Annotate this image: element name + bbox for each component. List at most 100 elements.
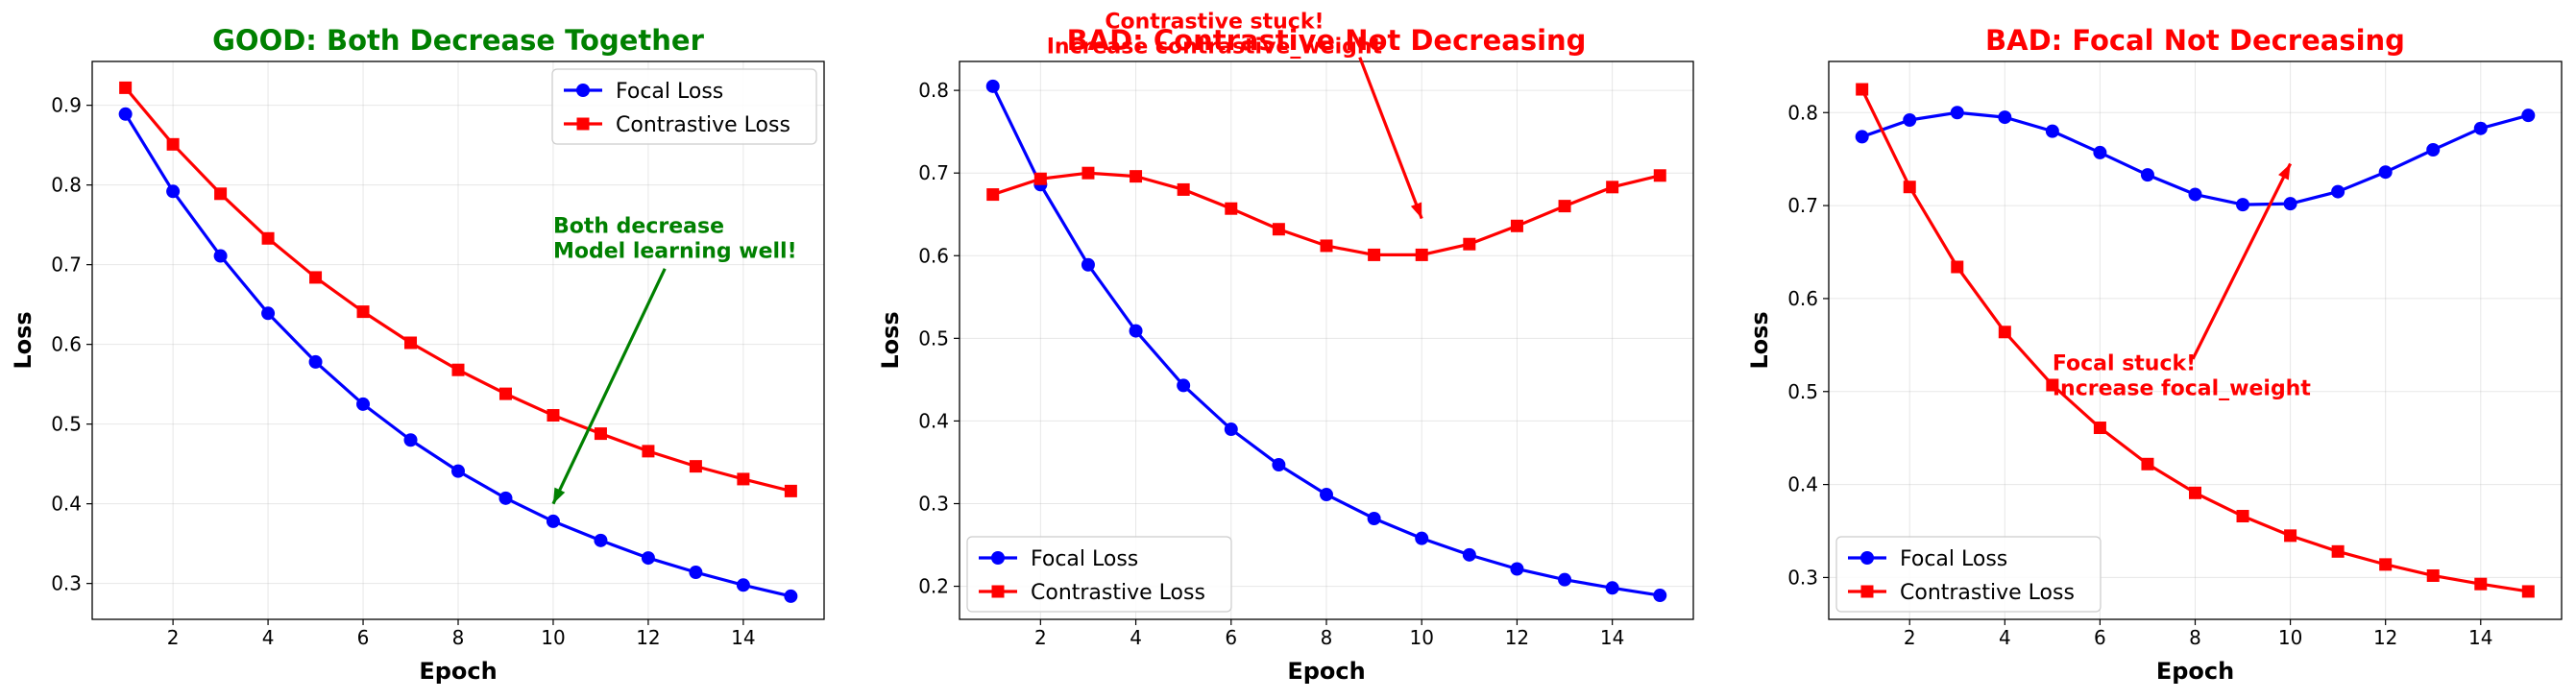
data-point-focal (1903, 113, 1917, 128)
data-point-focal (2236, 198, 2250, 212)
data-point-focal (1462, 547, 1476, 562)
data-point-contrastive (1177, 182, 1190, 196)
x-tick-label: 2 (1904, 626, 1916, 649)
y-tick-label: 0.6 (51, 333, 82, 356)
x-tick-label: 14 (2468, 626, 2492, 649)
data-point-focal (736, 578, 750, 592)
data-point-contrastive (1510, 219, 1523, 232)
data-point-contrastive (1856, 83, 1869, 96)
x-tick-label: 2 (167, 626, 180, 649)
data-point-focal (985, 79, 1000, 93)
data-point-focal (641, 551, 655, 566)
annotation-text: Both decrease (553, 214, 724, 238)
data-point-focal (2378, 165, 2393, 180)
legend-box (1835, 536, 2102, 613)
data-point-contrastive (737, 472, 750, 486)
x-tick-label: 6 (357, 626, 370, 649)
data-point-focal (2283, 197, 2297, 211)
data-point-contrastive (2426, 568, 2440, 582)
legend-box (966, 536, 1232, 613)
data-point-contrastive (1463, 237, 1476, 251)
x-axis-label: Epoch (419, 658, 497, 685)
annotation-text: Contrastive stuck! (1105, 11, 1324, 35)
x-tick-label: 6 (1225, 626, 1237, 649)
data-point-focal (546, 514, 560, 528)
chart-title: BAD: Contrastive Not Decreasing (1067, 24, 1587, 57)
data-point-focal (2331, 184, 2345, 199)
data-point-contrastive (261, 231, 275, 245)
x-tick-label: 10 (2278, 626, 2302, 649)
x-tick-label: 12 (2373, 626, 2397, 649)
x-tick-label: 10 (541, 626, 565, 649)
annotation-text: Model learning well! (553, 239, 797, 263)
chart-title: GOOD: Both Decrease Together (212, 24, 704, 57)
data-point-focal (2093, 145, 2107, 159)
y-tick-label: 0.8 (918, 79, 949, 102)
data-point-contrastive (1903, 181, 1916, 194)
data-point-contrastive (1225, 202, 1238, 215)
data-point-contrastive (404, 336, 418, 350)
x-tick-label: 4 (1999, 626, 2011, 649)
data-point-focal (2045, 124, 2059, 138)
y-tick-label: 0.6 (918, 244, 949, 267)
data-point-focal (498, 491, 513, 505)
plot-frame (959, 60, 1694, 620)
x-tick-label: 6 (2094, 626, 2106, 649)
data-point-focal (451, 464, 465, 478)
data-point-contrastive (784, 484, 797, 497)
legend-marker (1860, 585, 1874, 598)
x-tick-label: 8 (452, 626, 465, 649)
data-point-focal (403, 433, 418, 447)
data-point-contrastive (2093, 422, 2106, 435)
data-point-focal (213, 249, 228, 263)
y-axis-label: Loss (877, 311, 904, 369)
annotation-text: Focal stuck! (2053, 351, 2196, 375)
x-axis-label: Epoch (1287, 658, 1365, 685)
chart-title: BAD: Focal Not Decreasing (1985, 24, 2405, 57)
legend-label: Focal Loss (616, 80, 723, 104)
y-tick-label: 0.4 (51, 493, 82, 516)
data-point-contrastive (2284, 529, 2297, 543)
data-point-focal (1558, 572, 1572, 587)
legend-marker (576, 84, 590, 97)
data-point-focal (1320, 488, 1333, 502)
data-point-contrastive (356, 305, 370, 319)
annotation-arrow-head (552, 487, 566, 504)
data-point-focal (1950, 106, 1964, 120)
legend: Focal Loss Contrastive Loss (551, 68, 817, 145)
x-tick-label: 4 (1130, 626, 1142, 649)
data-point-contrastive (1368, 248, 1381, 261)
data-point-focal (1510, 562, 1524, 576)
y-tick-label: 0.7 (51, 253, 82, 277)
x-tick-label: 14 (1600, 626, 1624, 649)
data-point-focal (1129, 324, 1143, 338)
data-point-focal (2426, 142, 2441, 157)
data-point-contrastive (309, 271, 323, 284)
y-tick-label: 0.7 (918, 161, 949, 184)
data-point-contrastive (1951, 260, 1964, 274)
annotation-arrow-head (1410, 202, 1422, 219)
data-point-focal (1081, 257, 1095, 272)
annotation-arrow-line (551, 268, 667, 505)
y-tick-label: 0.5 (918, 326, 949, 350)
data-point-contrastive (119, 81, 133, 94)
data-point-contrastive (451, 363, 465, 376)
data-point-contrastive (1081, 166, 1095, 180)
legend-label: Focal Loss (1900, 547, 2007, 571)
legend-label: Contrastive Loss (1900, 581, 2075, 605)
data-point-focal (356, 397, 371, 411)
data-point-contrastive (1033, 172, 1047, 185)
data-point-contrastive (2474, 577, 2488, 591)
data-point-contrastive (1653, 169, 1666, 182)
data-point-focal (1653, 589, 1667, 603)
annotation-arrow-line (2191, 162, 2293, 360)
chart-panel-2: 2 4 6 8 10 12 14 0.2 0.3 0.4 0.5 0.6 0.7 0.8 BAD: Cont… (877, 11, 1694, 685)
data-point-contrastive (498, 387, 512, 400)
data-point-focal (1367, 511, 1381, 525)
data-point-contrastive (1130, 170, 1143, 183)
chart-panel-3: 2 4 6 8 10 12 14 0.3 0.4 0.5 0.6 0.7 0.8 BAD: Focal N… (1746, 24, 2563, 685)
data-point-focal (118, 107, 133, 121)
x-tick-label: 8 (2189, 626, 2201, 649)
y-tick-label: 0.3 (51, 572, 82, 595)
x-tick-label: 10 (1409, 626, 1433, 649)
